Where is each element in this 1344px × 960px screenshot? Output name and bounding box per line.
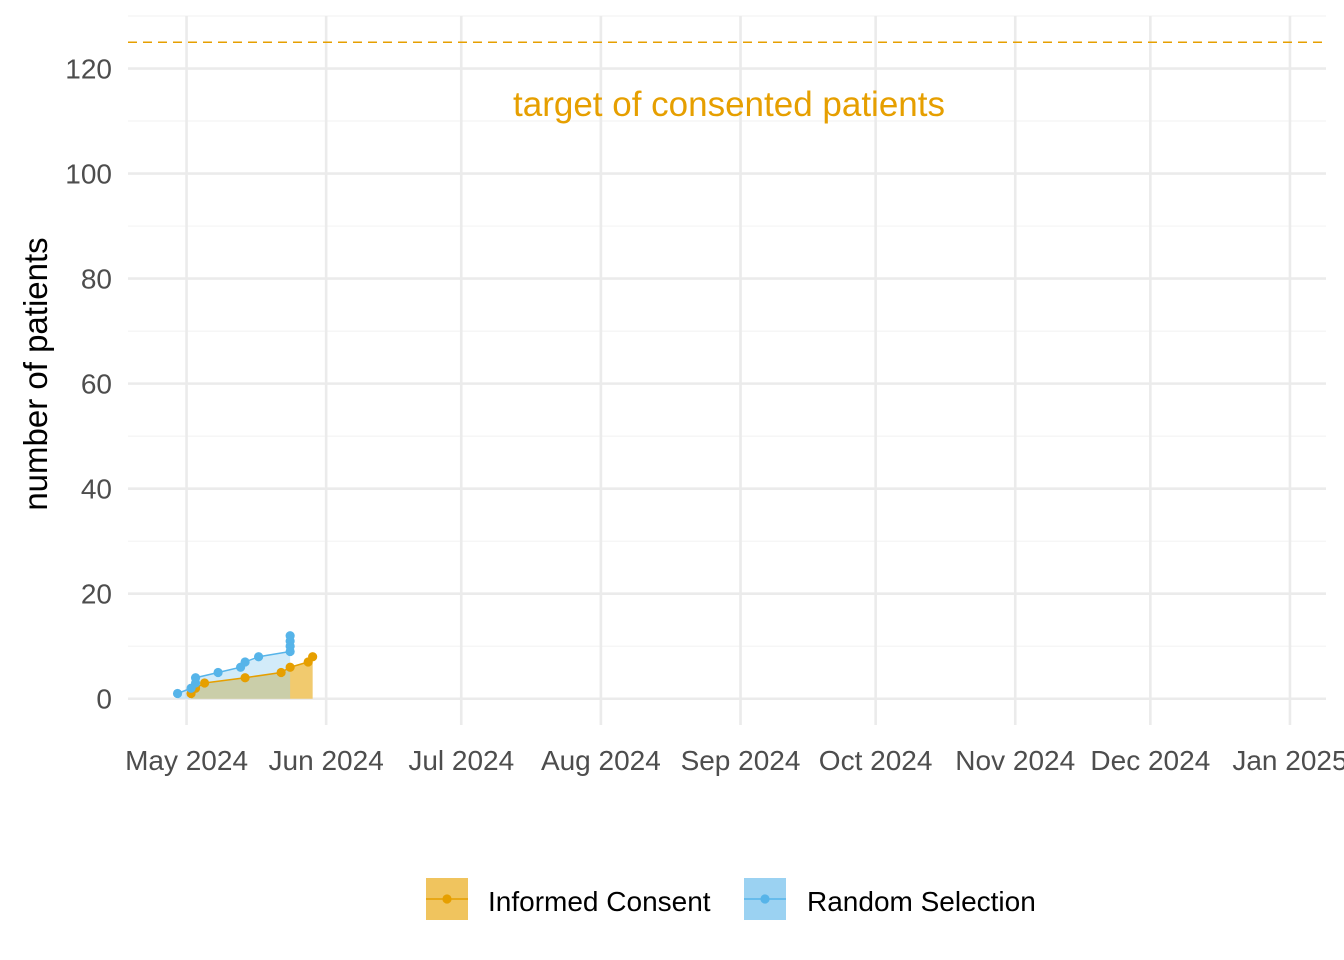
x-tick-label: Sep 2024: [681, 745, 801, 776]
x-tick-label: Oct 2024: [819, 745, 933, 776]
data-point: [285, 631, 295, 641]
data-point: [199, 678, 210, 688]
legend-label: Random Selection: [807, 886, 1036, 917]
y-tick-label: 0: [96, 684, 112, 715]
y-tick-label: 80: [81, 264, 112, 295]
y-tick-label: 40: [81, 474, 112, 505]
legend: Informed Consent Random Selection: [426, 878, 1036, 920]
y-tick-label: 100: [65, 159, 112, 190]
y-axis-title: number of patients: [17, 237, 54, 510]
y-axis-ticks: 0 20 40 60 80 100 120: [65, 54, 112, 715]
series-area: [191, 656, 313, 699]
data-point: [240, 657, 250, 667]
legend-label: Informed Consent: [488, 886, 711, 917]
grid: [128, 15, 1326, 725]
x-tick-label: Jun 2024: [269, 745, 384, 776]
x-tick-label: May 2024: [125, 745, 248, 776]
x-axis-ticks: May 2024 Jun 2024 Jul 2024 Aug 2024 Sep 2024…: [125, 745, 1344, 776]
x-tick-label: Dec 2024: [1090, 745, 1210, 776]
data-point: [276, 667, 286, 678]
target-line-group: target of consented patients: [128, 41, 1326, 124]
target-label: target of consented patients: [513, 85, 945, 124]
x-tick-label: Jul 2024: [408, 745, 514, 776]
y-tick-label: 60: [81, 369, 112, 400]
data-point: [285, 662, 295, 672]
y-tick-label: 120: [65, 54, 112, 85]
y-tick-label: 20: [81, 579, 112, 610]
series-points: [172, 631, 318, 699]
data-point: [240, 673, 250, 683]
legend-key-point: [760, 894, 770, 904]
x-tick-label: Nov 2024: [955, 745, 1075, 776]
data-point: [190, 673, 201, 683]
x-tick-label: Aug 2024: [541, 745, 661, 776]
legend-item: Random Selection: [744, 878, 1036, 920]
x-tick-label: Jan 2025: [1232, 745, 1344, 776]
data-point: [213, 667, 223, 678]
data-point: [308, 652, 318, 662]
data-point: [172, 688, 183, 699]
legend-item: Informed Consent: [426, 878, 711, 920]
data-point: [254, 652, 264, 662]
legend-key-point: [442, 894, 452, 904]
